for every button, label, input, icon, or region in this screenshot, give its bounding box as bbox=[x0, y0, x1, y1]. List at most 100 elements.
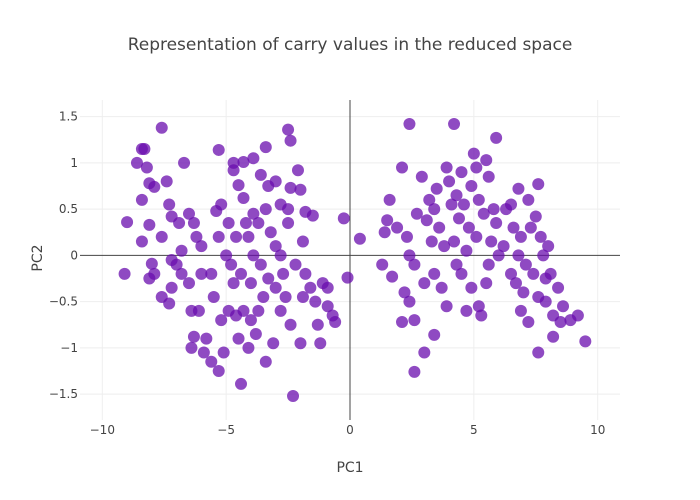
data-point[interactable] bbox=[130, 156, 143, 169]
data-point[interactable] bbox=[259, 141, 272, 154]
data-point[interactable] bbox=[410, 207, 423, 220]
data-point[interactable] bbox=[557, 300, 570, 313]
data-point[interactable] bbox=[403, 118, 416, 131]
data-point[interactable] bbox=[430, 182, 443, 195]
data-point[interactable] bbox=[547, 330, 560, 343]
data-point[interactable] bbox=[182, 277, 195, 290]
data-point[interactable] bbox=[425, 235, 438, 248]
data-point[interactable] bbox=[514, 304, 527, 317]
data-point[interactable] bbox=[314, 337, 327, 350]
data-point[interactable] bbox=[247, 249, 260, 262]
data-point[interactable] bbox=[341, 271, 354, 284]
data-point[interactable] bbox=[532, 346, 545, 359]
data-point[interactable] bbox=[475, 309, 488, 322]
data-point[interactable] bbox=[440, 300, 453, 313]
data-point[interactable] bbox=[264, 226, 277, 239]
data-point[interactable] bbox=[321, 300, 334, 313]
data-point[interactable] bbox=[257, 290, 270, 303]
data-point[interactable] bbox=[163, 198, 176, 211]
data-point[interactable] bbox=[173, 217, 186, 230]
data-point[interactable] bbox=[440, 161, 453, 174]
data-point[interactable] bbox=[396, 161, 409, 174]
data-point[interactable] bbox=[482, 170, 495, 183]
data-point[interactable] bbox=[237, 192, 250, 205]
data-point[interactable] bbox=[507, 221, 520, 234]
data-point[interactable] bbox=[448, 118, 461, 131]
data-point[interactable] bbox=[482, 258, 495, 271]
data-point[interactable] bbox=[381, 214, 394, 227]
data-point[interactable] bbox=[239, 217, 252, 230]
data-point[interactable] bbox=[512, 249, 525, 262]
data-point[interactable] bbox=[247, 207, 260, 220]
data-point[interactable] bbox=[274, 304, 287, 317]
data-point[interactable] bbox=[192, 304, 205, 317]
data-point[interactable] bbox=[205, 267, 218, 280]
data-point[interactable] bbox=[396, 315, 409, 328]
data-point[interactable] bbox=[383, 193, 396, 206]
data-point[interactable] bbox=[329, 315, 342, 328]
data-point[interactable] bbox=[143, 218, 156, 231]
data-point[interactable] bbox=[306, 209, 319, 222]
data-point[interactable] bbox=[212, 230, 225, 243]
data-point[interactable] bbox=[282, 217, 295, 230]
data-point[interactable] bbox=[415, 170, 428, 183]
data-point[interactable] bbox=[187, 330, 200, 343]
data-point[interactable] bbox=[512, 182, 525, 195]
data-point[interactable] bbox=[497, 240, 510, 253]
data-point[interactable] bbox=[321, 281, 334, 294]
data-point[interactable] bbox=[460, 244, 473, 257]
data-point[interactable] bbox=[145, 257, 158, 270]
data-point[interactable] bbox=[537, 249, 550, 262]
data-point[interactable] bbox=[472, 193, 485, 206]
data-point[interactable] bbox=[178, 156, 191, 169]
data-point[interactable] bbox=[428, 203, 441, 216]
data-point[interactable] bbox=[222, 217, 235, 230]
data-point[interactable] bbox=[477, 207, 490, 220]
data-point[interactable] bbox=[418, 346, 431, 359]
data-point[interactable] bbox=[200, 332, 213, 345]
data-point[interactable] bbox=[274, 198, 287, 211]
data-point[interactable] bbox=[519, 258, 532, 271]
data-point[interactable] bbox=[165, 254, 178, 266]
data-point[interactable] bbox=[460, 304, 473, 317]
data-point[interactable] bbox=[527, 267, 540, 280]
data-point[interactable] bbox=[118, 267, 131, 280]
data-point[interactable] bbox=[205, 355, 218, 368]
data-point[interactable] bbox=[244, 314, 257, 327]
data-point[interactable] bbox=[220, 249, 233, 262]
data-point[interactable] bbox=[522, 315, 535, 328]
data-point[interactable] bbox=[252, 304, 265, 317]
data-point[interactable] bbox=[480, 154, 493, 167]
data-point[interactable] bbox=[259, 203, 272, 216]
data-point[interactable] bbox=[182, 207, 195, 220]
data-point[interactable] bbox=[284, 318, 297, 331]
data-point[interactable] bbox=[487, 203, 500, 216]
data-point[interactable] bbox=[217, 346, 230, 359]
data-point[interactable] bbox=[160, 175, 173, 188]
data-point[interactable] bbox=[485, 235, 498, 248]
data-point[interactable] bbox=[571, 309, 584, 322]
data-point[interactable] bbox=[517, 286, 530, 299]
data-point[interactable] bbox=[465, 281, 478, 294]
data-point[interactable] bbox=[242, 341, 255, 354]
data-point[interactable] bbox=[448, 235, 461, 248]
data-point[interactable] bbox=[267, 337, 280, 350]
data-point[interactable] bbox=[391, 221, 404, 234]
data-point[interactable] bbox=[445, 198, 458, 211]
data-point[interactable] bbox=[244, 277, 257, 290]
data-point[interactable] bbox=[378, 226, 391, 239]
data-point[interactable] bbox=[230, 230, 243, 243]
data-point[interactable] bbox=[277, 267, 290, 280]
data-point[interactable] bbox=[284, 181, 297, 194]
data-point[interactable] bbox=[524, 221, 537, 234]
data-point[interactable] bbox=[408, 314, 421, 327]
data-point[interactable] bbox=[299, 267, 312, 280]
data-point[interactable] bbox=[579, 335, 592, 348]
data-point[interactable] bbox=[235, 267, 248, 280]
data-point[interactable] bbox=[296, 290, 309, 303]
data-point[interactable] bbox=[279, 290, 292, 303]
data-point[interactable] bbox=[457, 198, 470, 211]
data-point[interactable] bbox=[311, 318, 324, 331]
data-point[interactable] bbox=[269, 175, 282, 188]
data-point[interactable] bbox=[470, 161, 483, 174]
